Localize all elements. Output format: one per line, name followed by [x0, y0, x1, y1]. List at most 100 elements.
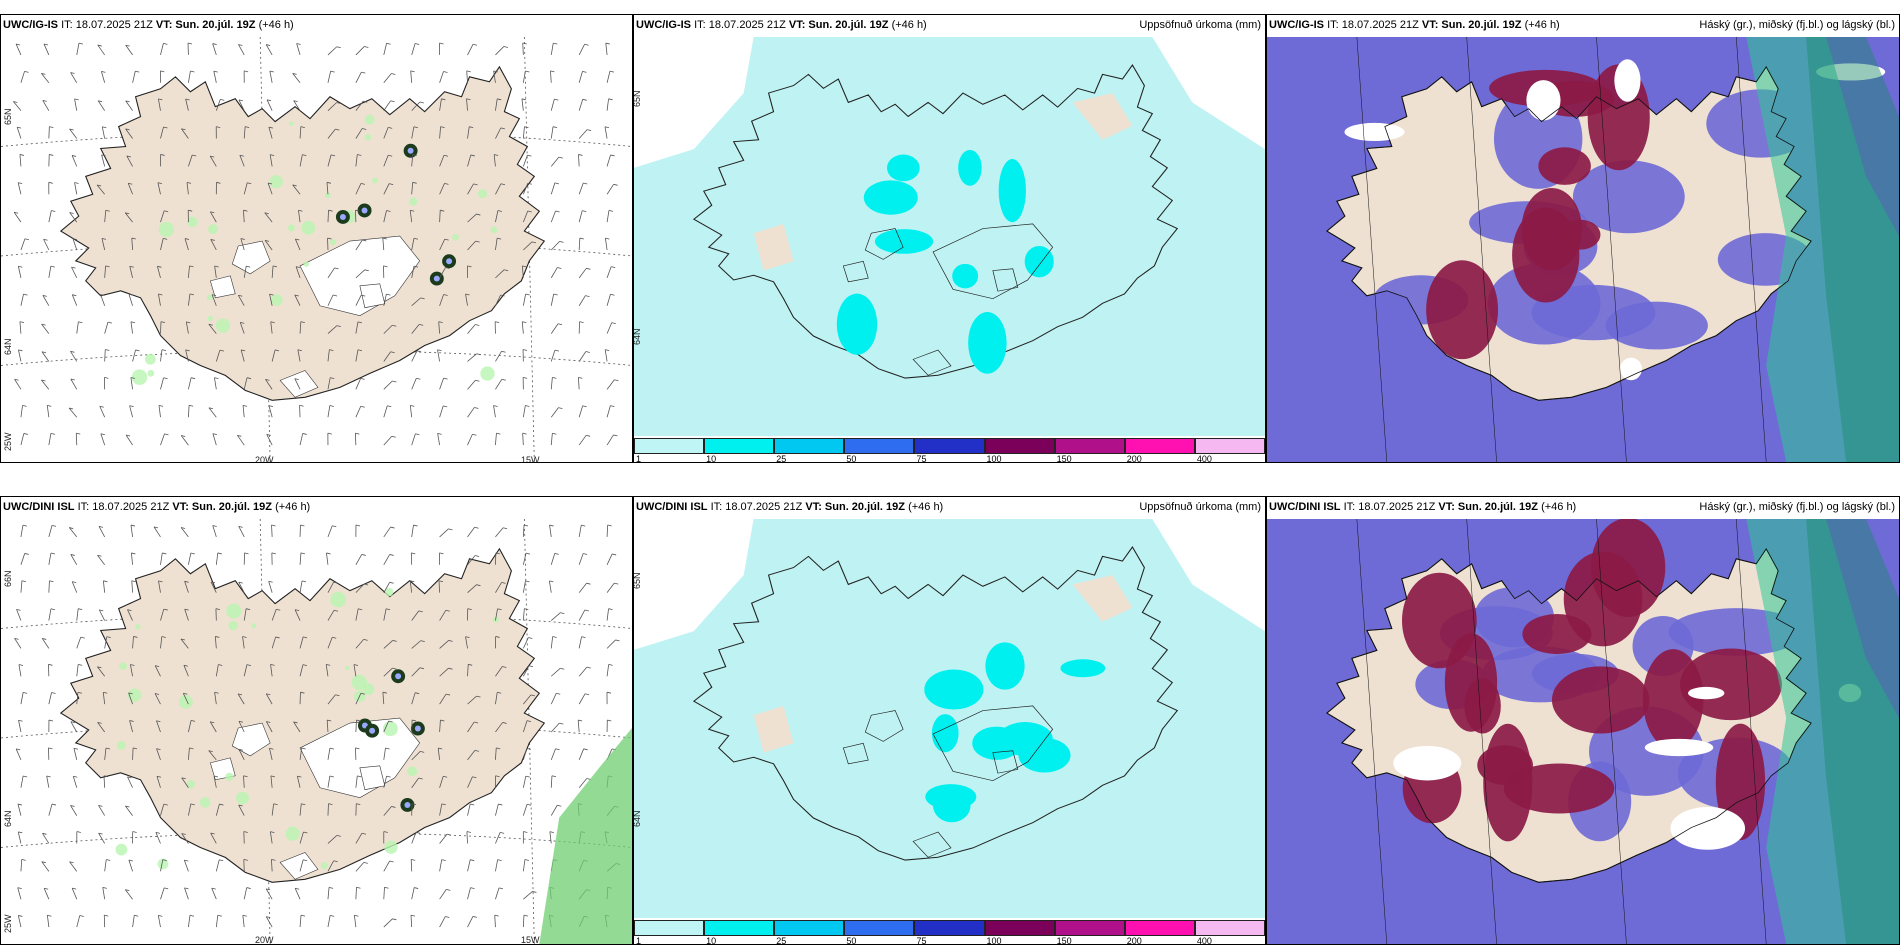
wind-barb-feather	[330, 70, 335, 73]
colorbar-tick: 1	[636, 454, 642, 463]
wind-barb-feather	[384, 886, 389, 889]
cloud-map[interactable]	[1267, 519, 1899, 944]
wind-barb	[97, 666, 105, 677]
wind-barb	[160, 126, 164, 139]
wind-map[interactable]: 1.00.92.30.51.00.70.60.80.60.50.70.50.81…	[1, 519, 632, 944]
wind-barb	[160, 238, 164, 251]
high-cloud	[1642, 649, 1704, 750]
wind-barb	[125, 44, 133, 56]
wind-barb-feather	[497, 237, 502, 240]
colorbar-tick: 150	[1056, 936, 1072, 945]
wind-barb-feather	[361, 554, 366, 556]
high-cloud	[1426, 260, 1499, 360]
undefined: 10	[634, 519, 652, 523]
undefined: 10	[634, 519, 652, 523]
wind-barb-feather	[585, 351, 590, 353]
wind-barb-feather	[237, 434, 242, 437]
wind-barb	[299, 636, 304, 649]
wind-barb	[522, 293, 527, 306]
wind-barb	[98, 526, 106, 538]
wind-barb-feather	[17, 803, 23, 806]
wind-barb	[70, 554, 78, 565]
wind-barb	[238, 44, 245, 56]
wind-barb	[76, 915, 81, 928]
cloud-map[interactable]	[1267, 37, 1899, 462]
wind-barb	[299, 126, 302, 139]
undefined: 0.8	[1, 37, 23, 41]
precip-map[interactable]: 1918111332133633231729231012131114151316…	[634, 519, 1265, 918]
wind-barb-feather	[98, 804, 103, 807]
wind-map[interactable]: 0.90.80.90.80.90.60.90.81.20.90.80.90.90…	[1, 37, 632, 462]
wind-barb-feather	[18, 182, 23, 184]
wind-barb	[327, 71, 332, 83]
undefined: 5	[634, 519, 643, 523]
wind-barb	[130, 321, 133, 334]
undefined: 12	[634, 37, 652, 41]
shower-core	[407, 147, 414, 154]
wind-barb-feather	[473, 183, 478, 186]
wind-barb-feather	[49, 580, 54, 583]
wind-barb	[160, 552, 163, 565]
valid-time: VT: Sun. 20.júl. 19Z	[1421, 19, 1522, 31]
precip-map[interactable]: 1310167912819232416152722141113151617141…	[634, 37, 1265, 436]
wind-barb	[411, 126, 415, 139]
wind-barb-feather	[610, 405, 615, 408]
wind-barb	[383, 43, 387, 56]
glacier	[209, 275, 236, 299]
wind-barb-feather	[361, 71, 366, 74]
shower-area	[144, 353, 156, 365]
glacier	[299, 235, 421, 317]
lon-label: 15W	[521, 455, 540, 463]
wind-barb-feather	[360, 405, 365, 408]
wind-barb	[156, 720, 161, 733]
wind-barb-feather	[437, 349, 442, 352]
wind-barb	[209, 721, 217, 733]
undefined: 19	[634, 37, 652, 41]
wind-barb-feather	[356, 886, 361, 889]
wind-barb-feather	[411, 803, 417, 806]
wind-barb	[439, 405, 444, 418]
wind-barb	[124, 889, 133, 900]
dry-area	[634, 519, 754, 650]
wind-barb	[522, 776, 527, 788]
undefined: 16	[634, 37, 652, 41]
wind-barb-feather	[50, 432, 56, 435]
wind-barb	[522, 915, 525, 928]
wind-barb	[157, 915, 161, 928]
wind-barb	[299, 552, 302, 565]
wind-barb	[355, 862, 365, 872]
wind-barb-feather	[216, 181, 221, 184]
wind-barb	[522, 42, 524, 55]
wind-barb	[182, 693, 189, 705]
wind-barb	[355, 349, 359, 362]
meridian	[1736, 519, 1767, 944]
wind-barb	[68, 527, 78, 538]
wind-barb	[355, 321, 359, 334]
shower-area	[208, 224, 219, 235]
wind-barb-feather	[158, 293, 163, 296]
wind-barb-feather	[271, 524, 276, 527]
wind-barb	[578, 609, 586, 621]
wind-barb-feather	[51, 210, 56, 212]
undefined: 6	[634, 519, 643, 523]
wind-barb-feather	[160, 70, 165, 73]
wind-barb-feather	[187, 42, 193, 45]
wind-barb-feather	[126, 434, 131, 437]
wind-barb-feather	[448, 667, 453, 670]
wind-barb-feather	[42, 294, 47, 297]
wind-barb	[355, 269, 366, 279]
shower-area	[116, 740, 126, 751]
wind-barb-feather	[501, 350, 506, 353]
wind-barb-feather	[299, 404, 304, 407]
wind-barb-feather	[559, 240, 564, 243]
wind-barb-feather	[411, 859, 416, 861]
wind-barb	[271, 265, 274, 278]
wind-barb-feather	[190, 803, 195, 806]
undefined: 3	[634, 37, 643, 41]
undefined: 7	[634, 519, 643, 523]
wind-barb	[180, 527, 189, 538]
heavy-precip-area	[925, 784, 977, 810]
wind-barb	[383, 554, 391, 565]
wind-barb	[188, 915, 191, 928]
wind-barb	[188, 405, 190, 418]
